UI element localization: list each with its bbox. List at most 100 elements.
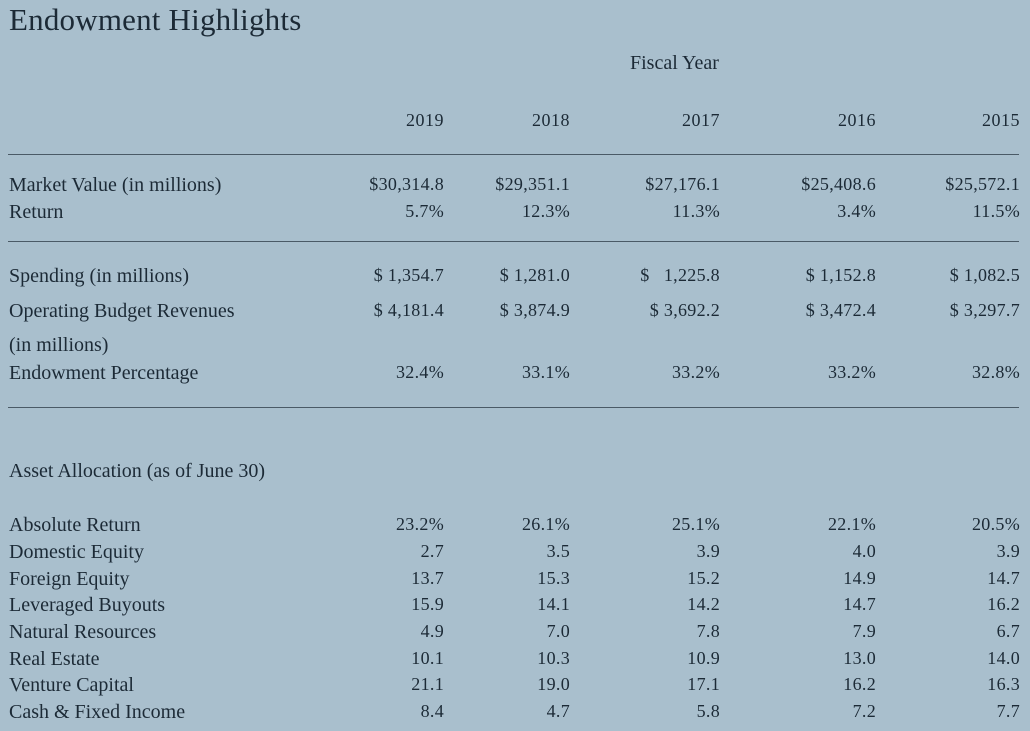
cell: 4.0 [852, 541, 876, 561]
cell: 14.2 [687, 594, 720, 614]
cell: 7.2 [852, 701, 876, 721]
row-label: Venture Capital [9, 674, 134, 696]
row-label: Absolute Return [9, 514, 141, 536]
row-label: Real Estate [9, 648, 100, 670]
cell: 7.7 [996, 701, 1020, 721]
year-2017: 2017 [682, 110, 720, 130]
cell: 6.7 [996, 621, 1020, 641]
asset-allocation-heading-row: Asset Allocation (as of June 30) [0, 460, 1030, 486]
cell: 25.1% [672, 514, 720, 534]
cell: 12.3% [522, 201, 570, 221]
cell: 13.0 [843, 648, 876, 668]
table-row: Foreign Equity 13.7 15.3 15.2 14.9 14.7 [0, 568, 1030, 594]
divider-1 [8, 154, 1019, 155]
table-row: Cash & Fixed Income 8.4 4.7 5.8 7.2 7.7 [0, 701, 1030, 727]
cell: $ 1,281.0 [499, 265, 570, 285]
cell: 14.9 [843, 568, 876, 588]
cell: $ 1,082.5 [949, 265, 1020, 285]
cell: 19.0 [537, 674, 570, 694]
cell: 13.7 [411, 568, 444, 588]
cell: 3.9 [996, 541, 1020, 561]
cell: 14.7 [843, 594, 876, 614]
year-2018: 2018 [532, 110, 570, 130]
cell: 16.2 [843, 674, 876, 694]
cell: 26.1% [522, 514, 570, 534]
row-label: Market Value (in millions) [9, 174, 222, 196]
cell: 7.8 [696, 621, 720, 641]
market-value-row: Market Value (in millions) $30,314.8 $29… [0, 174, 1030, 200]
cell: 11.3% [672, 201, 720, 221]
cell: 5.7% [405, 201, 444, 221]
cell: 2.7 [420, 541, 444, 561]
cell: 10.3 [537, 648, 570, 668]
endowment-percentage-row: Endowment Percentage 32.4% 33.1% 33.2% 3… [0, 362, 1030, 388]
cell: $ 3,692.2 [649, 300, 720, 320]
row-label: Leveraged Buyouts [9, 594, 166, 616]
table-row: Absolute Return 23.2% 26.1% 25.1% 22.1% … [0, 514, 1030, 540]
cell: $ 1,152.8 [805, 265, 876, 285]
spending-row: Spending (in millions) $ 1,354.7 $ 1,281… [0, 265, 1030, 291]
cell: 32.8% [972, 362, 1020, 382]
cell: $ 3,297.7 [949, 300, 1020, 320]
section-heading: Asset Allocation (as of June 30) [9, 460, 266, 482]
cell: 16.2 [987, 594, 1020, 614]
cell: 7.9 [852, 621, 876, 641]
cell: $29,351.1 [495, 174, 570, 194]
row-label: Foreign Equity [9, 568, 130, 590]
cell: $27,176.1 [645, 174, 720, 194]
cell: 15.3 [537, 568, 570, 588]
cell: $25,572.1 [945, 174, 1020, 194]
cell: 14.0 [987, 648, 1020, 668]
cell: 16.3 [987, 674, 1020, 694]
cell: 3.9 [696, 541, 720, 561]
row-label: Domestic Equity [9, 541, 144, 563]
row-label: Endowment Percentage [9, 362, 199, 384]
cell: 14.7 [987, 568, 1020, 588]
operating-budget-row: Operating Budget Revenues $ 4,181.4 $ 3,… [0, 300, 1030, 326]
cell: 4.7 [546, 701, 570, 721]
table-row: Domestic Equity 2.7 3.5 3.9 4.0 3.9 [0, 541, 1030, 567]
cell: 3.5 [546, 541, 570, 561]
cell: $25,408.6 [801, 174, 876, 194]
row-label: Return [9, 201, 64, 223]
row-label: Operating Budget Revenues [9, 300, 235, 322]
year-2019: 2019 [406, 110, 444, 130]
table-row: Natural Resources 4.9 7.0 7.8 7.9 6.7 [0, 621, 1030, 647]
row-label: Cash & Fixed Income [9, 701, 186, 723]
cell: $ 1,225.8 [640, 265, 720, 285]
cell: 4.9 [420, 621, 444, 641]
table-row: Leveraged Buyouts 15.9 14.1 14.2 14.7 16… [0, 594, 1030, 620]
cell: 10.1 [411, 648, 444, 668]
cell: 7.0 [546, 621, 570, 641]
cell: 17.1 [687, 674, 720, 694]
operating-budget-row-cont: (in millions) [0, 334, 1030, 360]
cell: 11.5% [972, 201, 1020, 221]
year-header-row: 2019 2018 2017 2016 2015 [0, 110, 1030, 136]
year-2015: 2015 [982, 110, 1020, 130]
cell: 3.4% [837, 201, 876, 221]
table-row: Venture Capital 21.1 19.0 17.1 16.2 16.3 [0, 674, 1030, 700]
cell: 32.4% [396, 362, 444, 382]
row-label: Spending (in millions) [9, 265, 189, 287]
cell: $ 4,181.4 [373, 300, 444, 320]
cell: 8.4 [420, 701, 444, 721]
cell: 21.1 [411, 674, 444, 694]
cell: 33.2% [828, 362, 876, 382]
row-label-cont: (in millions) [9, 334, 109, 356]
cell: 22.1% [828, 514, 876, 534]
cell: $ 3,874.9 [499, 300, 570, 320]
cell: 15.2 [687, 568, 720, 588]
cell: 15.9 [411, 594, 444, 614]
page-title: Endowment Highlights [9, 2, 302, 37]
cell: 5.8 [696, 701, 720, 721]
cell: 33.1% [522, 362, 570, 382]
cell: $ 1,354.7 [373, 265, 444, 285]
cell: $ 3,472.4 [805, 300, 876, 320]
cell: 33.2% [672, 362, 720, 382]
cell: $30,314.8 [369, 174, 444, 194]
cell: 23.2% [396, 514, 444, 534]
cell: 10.9 [687, 648, 720, 668]
divider-3 [8, 407, 1019, 408]
row-label: Natural Resources [9, 621, 157, 643]
fiscal-year-header: Fiscal Year [630, 52, 719, 74]
